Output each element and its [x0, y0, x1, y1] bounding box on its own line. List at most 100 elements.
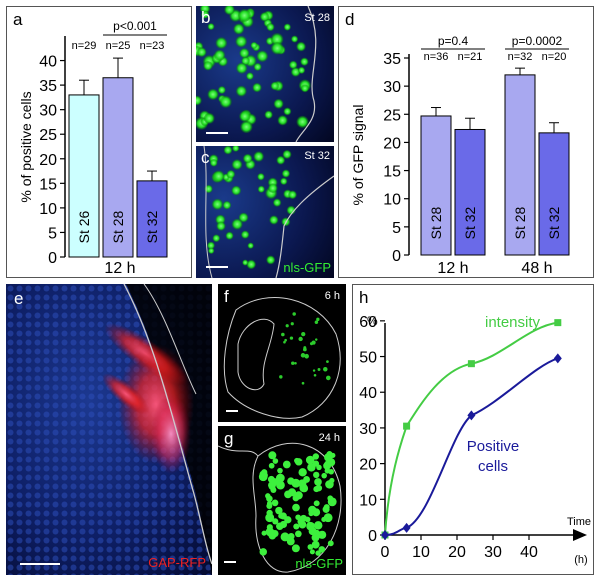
cell-nucleus [291, 361, 295, 365]
cell-nucleus [269, 215, 279, 225]
cell-nucleus [302, 347, 307, 352]
cell-nucleus [215, 37, 228, 49]
cell-nucleus [321, 472, 327, 479]
cell-nucleus [279, 375, 283, 379]
cell-nucleus [203, 112, 215, 124]
cell-nucleus [287, 533, 295, 540]
cell-nucleus [207, 23, 215, 31]
cell-nucleus [323, 367, 328, 372]
cell-nucleus [268, 462, 275, 469]
cell-nucleus [236, 62, 248, 74]
cell-nucleus [313, 373, 317, 377]
data-point [381, 530, 389, 540]
bar-series-label: St 32 [462, 206, 478, 239]
p-value: p<0.001 [113, 19, 157, 33]
cell-nucleus [259, 548, 268, 556]
cell-nucleus [327, 497, 337, 507]
data-point [402, 522, 411, 533]
y-axis-label: % of positive cells [18, 91, 34, 202]
cell-nucleus [270, 487, 277, 494]
tissue-outline-b [295, 6, 317, 142]
cell-nucleus [288, 190, 297, 200]
panel-f-image: f 6 h [218, 284, 346, 422]
cell-nucleus [207, 241, 215, 250]
bar [420, 115, 452, 256]
cell-nucleus [299, 483, 308, 493]
cell-nucleus [307, 544, 314, 550]
cell-nucleus [278, 513, 284, 519]
cell-nucleus [311, 340, 316, 345]
cell-nucleus [327, 540, 334, 547]
group-label: 48 h [521, 260, 552, 277]
cell-nucleus [266, 500, 273, 507]
cell-nucleus [257, 173, 265, 181]
cell-nucleus [273, 98, 284, 109]
cell-nucleus [208, 247, 215, 254]
cell-nucleus [247, 242, 254, 249]
scale-bar-b [206, 132, 228, 134]
scale-bar-g [224, 561, 236, 563]
cell-nucleus [253, 62, 262, 71]
cell-nucleus [203, 61, 213, 71]
cell-nucleus [276, 475, 283, 482]
series-line [384, 357, 559, 536]
cell-nucleus [240, 230, 250, 239]
cell-nucleus [294, 479, 300, 485]
cell-nucleus [231, 185, 242, 196]
panel-b-stage: St 28 [304, 12, 330, 24]
cell-nucleus [272, 458, 279, 464]
cell-nucleus [301, 331, 306, 337]
cell-nucleus [235, 85, 247, 97]
cell-nucleus [261, 472, 268, 479]
cell-nucleus [268, 451, 277, 460]
cell-nucleus [323, 513, 333, 523]
y-tick-label: 10 [39, 201, 57, 218]
cell-nucleus [277, 467, 283, 474]
cell-nucleus [317, 368, 321, 371]
cell-nucleus [322, 505, 330, 513]
cell-nucleus [305, 455, 315, 465]
bar [102, 77, 134, 258]
cell-nucleus [279, 520, 288, 529]
cell-nucleus [298, 468, 307, 477]
cell-nucleus [306, 521, 315, 531]
series-line [384, 321, 558, 536]
cell-nucleus [196, 95, 202, 106]
tissue-outline-c [275, 175, 334, 278]
y-tick-label: 25 [39, 127, 57, 144]
cell-nucleus [246, 72, 254, 80]
cell-nucleus [329, 477, 335, 484]
cell-nucleus [235, 35, 248, 48]
bar [538, 132, 570, 256]
cell-nucleus [232, 146, 240, 152]
scale-bar-c [206, 266, 228, 268]
cell-nucleus [315, 550, 321, 556]
x-axis-label: 12 h [104, 260, 135, 277]
cell-nucleus [294, 491, 303, 500]
y-tick-label: 20 [39, 152, 57, 169]
y-tick-label: 10 [383, 192, 401, 209]
panel-e-image: e GAP-RFP [6, 284, 212, 575]
cell-nucleus [296, 41, 306, 52]
group-label: 12 h [437, 260, 468, 277]
chart-a: 0 5 10 15 20 25 30 35 40 % of positive cells St 26… [18, 19, 168, 277]
cell-nucleus [308, 510, 314, 517]
cell-nucleus [214, 49, 226, 61]
p-value: p=0.0002 [512, 34, 563, 48]
y-tick-label: 5 [48, 225, 57, 242]
cell-nucleus [271, 499, 279, 507]
tissue-outline-e [123, 284, 212, 565]
cell-nucleus [238, 212, 249, 223]
cell-nucleus [281, 169, 291, 178]
y-tick-label: 50 [359, 350, 377, 367]
tissue-outline-c2 [203, 146, 213, 278]
panel-g-image: g 24 h nls-GFP [218, 426, 346, 575]
cell-nucleus [311, 540, 320, 549]
cell-nucleus [225, 231, 234, 240]
cell-nucleus [313, 500, 320, 507]
cell-nucleus [304, 353, 309, 359]
cell-nucleus [231, 159, 243, 170]
cell-nucleus [270, 81, 280, 91]
cell-nucleus [291, 35, 299, 43]
panel-c-cells [203, 146, 334, 278]
